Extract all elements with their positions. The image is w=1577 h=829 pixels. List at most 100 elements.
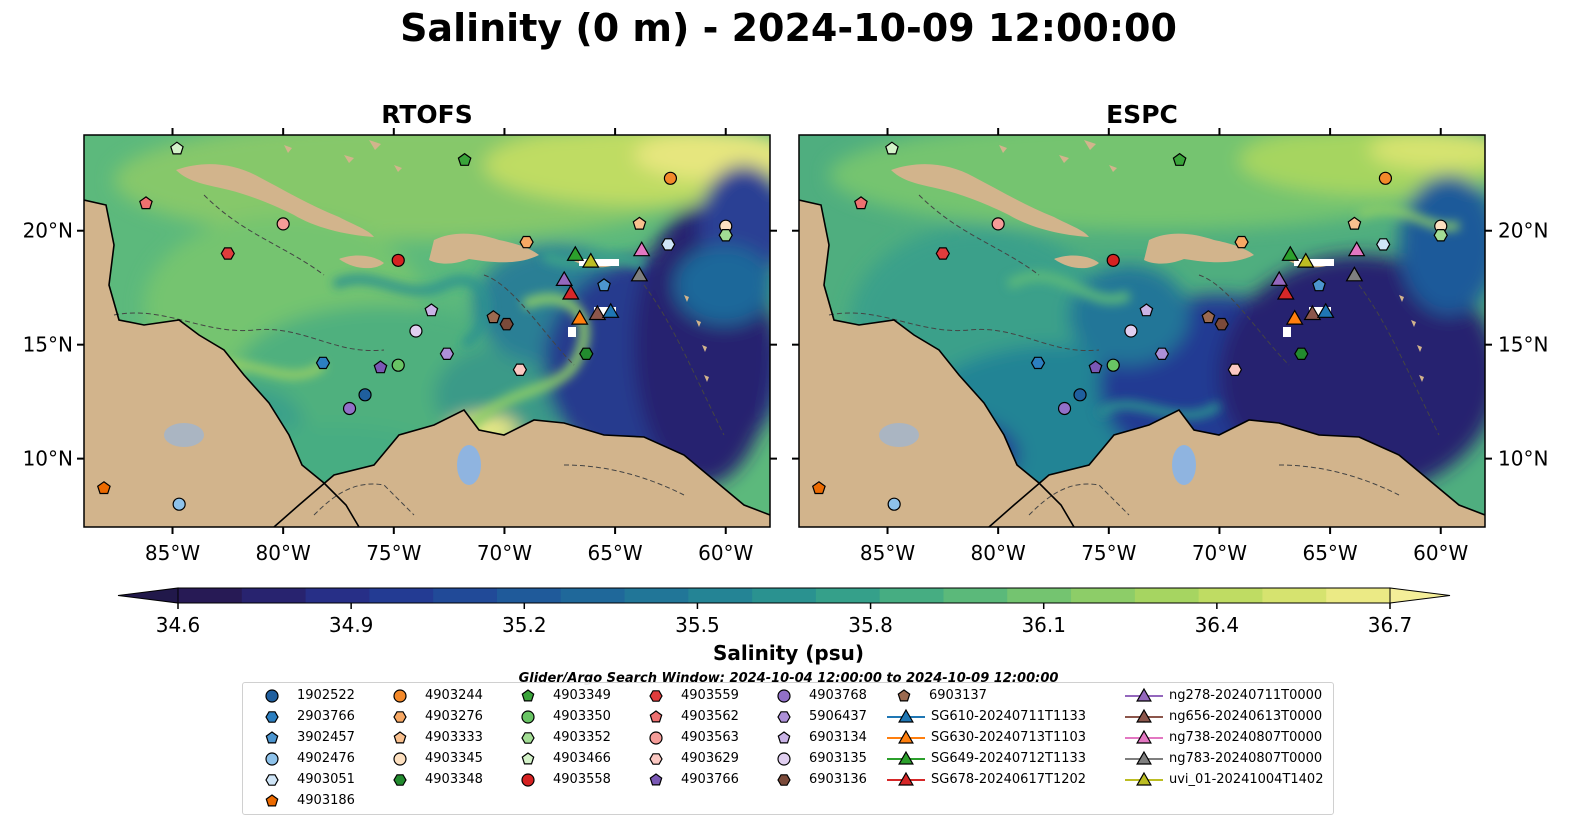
legend-label: 4903768 bbox=[809, 686, 867, 706]
legend-label: 4903348 bbox=[425, 770, 483, 790]
argo-marker-4903051 bbox=[1377, 239, 1390, 250]
legend-marker bbox=[509, 749, 551, 769]
legend-label: 4903559 bbox=[681, 686, 739, 706]
legend-marker bbox=[381, 686, 423, 706]
x-tick-label: 85°W bbox=[145, 541, 200, 565]
x-tick-label: 60°W bbox=[698, 541, 753, 565]
argo-marker-5906437 bbox=[440, 348, 453, 359]
legend-label: uvi_01-20241004T1402 bbox=[1169, 770, 1323, 790]
colorbar-segment bbox=[1135, 588, 1199, 603]
argo-marker-4903559 bbox=[936, 248, 949, 259]
argo-marker-4902476 bbox=[173, 498, 185, 510]
legend-argo-icon bbox=[394, 753, 406, 765]
argo-marker-4903276 bbox=[1235, 237, 1248, 248]
colorbar-segment bbox=[306, 588, 370, 603]
colorbar-extend-min bbox=[118, 588, 178, 603]
x-tick-label: 75°W bbox=[1081, 541, 1136, 565]
y-tick-label: 20°N bbox=[1498, 219, 1548, 243]
colorbar-tick-label: 34.6 bbox=[156, 613, 201, 637]
colorbar-segment bbox=[943, 588, 1007, 603]
legend-label: 4903629 bbox=[681, 749, 739, 769]
legend-label: 6903134 bbox=[809, 728, 867, 748]
legend-marker bbox=[637, 770, 679, 790]
legend-argo-icon bbox=[778, 732, 789, 743]
argo-marker-4903352 bbox=[719, 230, 732, 241]
y-tick-label: 15°N bbox=[1498, 333, 1548, 357]
legend-label: 6903137 bbox=[929, 686, 987, 706]
legend-argo-icon bbox=[394, 775, 406, 785]
argo-marker-4903558 bbox=[392, 254, 404, 266]
colorbar-tick-label: 36.1 bbox=[1021, 613, 1066, 637]
legend-label: 2903766 bbox=[297, 707, 355, 727]
argo-marker-2903766 bbox=[317, 357, 330, 368]
legend-label: 6903136 bbox=[809, 770, 867, 790]
argo-marker-4903244 bbox=[1379, 172, 1391, 184]
legend-label: 4903766 bbox=[681, 770, 739, 790]
argo-marker-6903136 bbox=[500, 319, 513, 330]
legend-marker bbox=[885, 749, 927, 769]
legend-label: 4903186 bbox=[297, 791, 355, 811]
argo-marker-4903348 bbox=[580, 348, 593, 359]
legend-marker bbox=[509, 770, 551, 790]
colorbar-segment bbox=[752, 588, 816, 603]
colorbar-segment bbox=[625, 588, 689, 603]
legend-marker bbox=[253, 770, 295, 790]
legend-argo-icon bbox=[650, 774, 661, 785]
legend-argo-icon bbox=[266, 712, 278, 722]
y-tick-label: 15°N bbox=[23, 333, 73, 357]
argo-marker-2903766 bbox=[1032, 357, 1045, 368]
colorbar-tick-label: 35.8 bbox=[848, 613, 893, 637]
argo-marker-4903276 bbox=[520, 237, 533, 248]
legend-label: 4903345 bbox=[425, 749, 483, 769]
legend-marker bbox=[637, 749, 679, 769]
x-tick-label: 65°W bbox=[1302, 541, 1357, 565]
legend-marker bbox=[885, 686, 927, 706]
legend-marker bbox=[253, 686, 295, 706]
legend-marker bbox=[765, 749, 807, 769]
argo-marker-4903563 bbox=[277, 218, 289, 230]
colorbar-segment bbox=[880, 588, 944, 603]
legend-argo-icon bbox=[650, 754, 662, 764]
colorbar-segment bbox=[1071, 588, 1135, 603]
argo-marker-4903348 bbox=[1295, 348, 1308, 359]
colorbar-segment bbox=[369, 588, 433, 603]
legend-argo-icon bbox=[266, 732, 277, 743]
legend-marker bbox=[885, 770, 927, 790]
x-tick-label: 60°W bbox=[1413, 541, 1468, 565]
legend-marker bbox=[637, 707, 679, 727]
legend-argo-icon bbox=[778, 690, 790, 702]
argo-marker-4902476 bbox=[888, 498, 900, 510]
legend-marker bbox=[637, 728, 679, 748]
argo-marker-4903629 bbox=[513, 364, 526, 375]
colorbar-tick-label: 36.4 bbox=[1195, 613, 1240, 637]
legend-marker bbox=[509, 728, 551, 748]
legend-marker bbox=[381, 728, 423, 748]
colorbar-extend-max bbox=[1390, 588, 1450, 603]
x-tick-label: 80°W bbox=[971, 541, 1026, 565]
legend-label: 4903350 bbox=[553, 707, 611, 727]
legend-label: 4902476 bbox=[297, 749, 355, 769]
legend-label: 4903563 bbox=[681, 728, 739, 748]
legend-label: SG610-20240711T1133 bbox=[931, 707, 1086, 727]
legend-label: ng738-20240807T0000 bbox=[1169, 728, 1322, 748]
colorbar-tick-label: 35.2 bbox=[502, 613, 547, 637]
x-tick-label: 70°W bbox=[1192, 541, 1247, 565]
y-tick-label: 10°N bbox=[23, 447, 73, 471]
legend-argo-icon bbox=[522, 690, 533, 701]
legend-label: 4903244 bbox=[425, 686, 483, 706]
argo-marker-1902522 bbox=[1074, 389, 1086, 401]
legend-marker bbox=[509, 686, 551, 706]
argo-marker-6903135 bbox=[1125, 325, 1137, 337]
legend-marker bbox=[253, 707, 295, 727]
legend-argo-icon bbox=[394, 712, 406, 722]
legend-label: 3902457 bbox=[297, 728, 355, 748]
legend-argo-icon bbox=[266, 753, 278, 765]
legend-argo-icon bbox=[522, 733, 534, 743]
legend-argo-icon bbox=[266, 775, 278, 785]
argo-marker-4903558 bbox=[1107, 254, 1119, 266]
legend-argo-icon bbox=[778, 712, 790, 722]
legend-argo-icon bbox=[650, 691, 662, 701]
colorbar-segment bbox=[1262, 588, 1326, 603]
y-tick-label: 20°N bbox=[23, 219, 73, 243]
legend-argo-icon bbox=[778, 775, 790, 785]
